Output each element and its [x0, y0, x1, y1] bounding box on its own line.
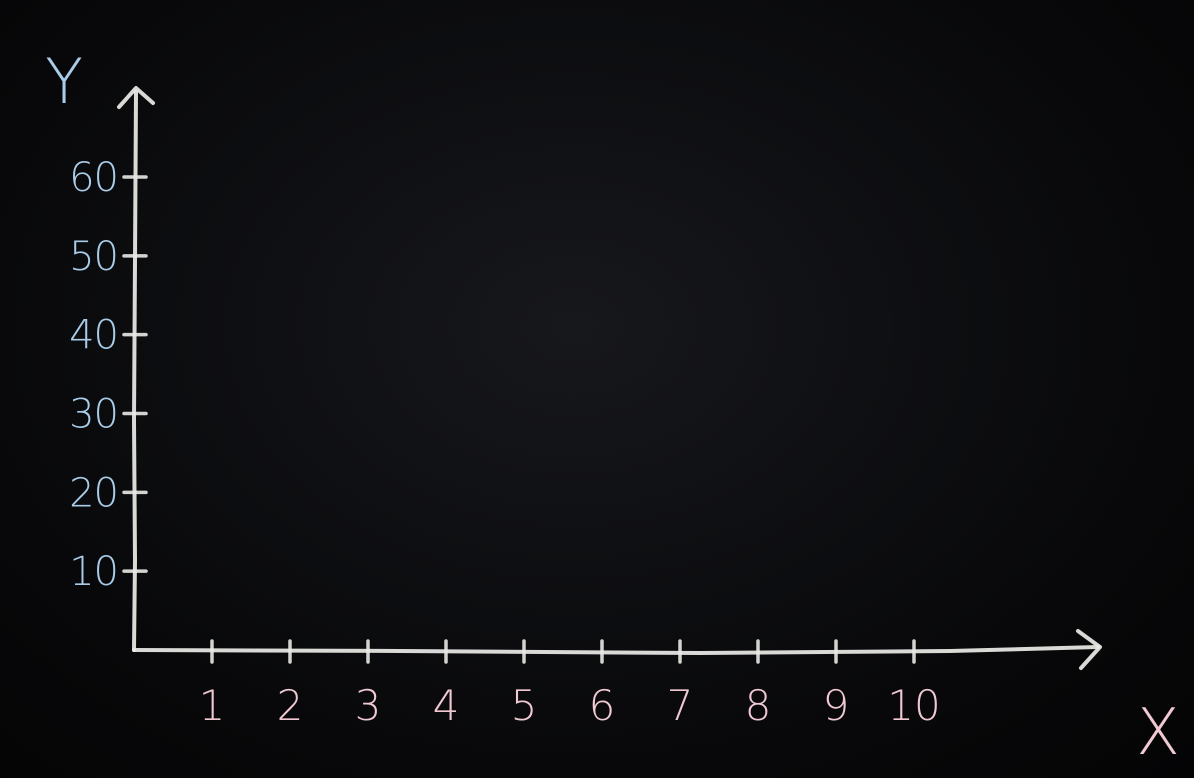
y-ticks: 10 20 30 40 50 60	[69, 155, 148, 595]
y-tick-label: 40	[69, 313, 118, 359]
y-tick-label: 50	[69, 234, 118, 280]
axes	[117, 86, 1102, 670]
x-axis-line	[132, 645, 1100, 655]
y-axis-arrowhead	[117, 86, 155, 109]
x-tick-label: 9	[823, 681, 850, 730]
x-axis-arrowhead	[1076, 629, 1102, 670]
y-tick-label: 10	[69, 549, 118, 595]
x-tick-label: 3	[355, 681, 382, 730]
y-tick-label: 30	[69, 392, 118, 438]
x-ticks: 1 2 3 4 5 6 7 8 9 10	[199, 639, 941, 730]
x-axis-title: X	[1136, 696, 1180, 770]
x-tick-label: 6	[589, 681, 616, 730]
y-axis-line	[132, 90, 138, 652]
x-tick-label: 4	[433, 681, 460, 730]
y-axis-title: Y	[45, 45, 83, 118]
x-tick-label: 1	[199, 681, 226, 730]
y-tick-label: 20	[69, 470, 118, 516]
x-tick-label: 7	[667, 681, 694, 730]
x-tick-label: 5	[511, 681, 538, 730]
y-tick-label: 60	[69, 155, 118, 201]
x-tick-label: 2	[277, 681, 304, 730]
x-tick-label: 10	[887, 681, 940, 730]
x-tick-label: 8	[745, 681, 772, 730]
